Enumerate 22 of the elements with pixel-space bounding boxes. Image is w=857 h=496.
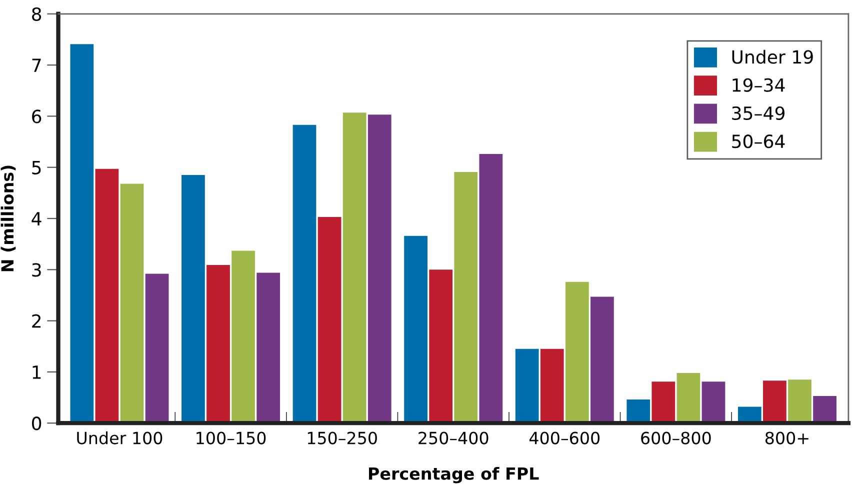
- y-tick-label: 8: [32, 7, 42, 22]
- x-tick-label: 600–800: [641, 432, 711, 444]
- y-tick-label: 2: [32, 314, 40, 328]
- legend-label: Under 19: [732, 50, 813, 64]
- legend-label: 19–34: [732, 78, 785, 92]
- y-tick-label: 3: [32, 263, 41, 277]
- y-tick-label: 6: [32, 110, 42, 124]
- y-tick-label: 5: [32, 161, 41, 174]
- y-tick-label: 4: [32, 212, 42, 226]
- y-tick-label: 1: [32, 366, 41, 379]
- y-tick-label: 0: [32, 416, 42, 430]
- x-tick-label: 250–400: [418, 432, 488, 444]
- x-axis-title: Percentage of FPL: [369, 466, 539, 484]
- legend-label: 35–49: [732, 106, 784, 120]
- x-tick-label: 100–150: [196, 432, 266, 444]
- x-tick-label: 400–600: [529, 432, 600, 444]
- x-tick-label: 800+: [765, 432, 808, 444]
- legend-label: 50–64: [732, 134, 785, 148]
- y-axis-title: N (millions): [0, 166, 16, 272]
- x-tick-label: Under 100: [77, 431, 162, 444]
- x-tick-label: 150–250: [308, 432, 377, 444]
- y-tick-label: 7: [32, 58, 41, 72]
